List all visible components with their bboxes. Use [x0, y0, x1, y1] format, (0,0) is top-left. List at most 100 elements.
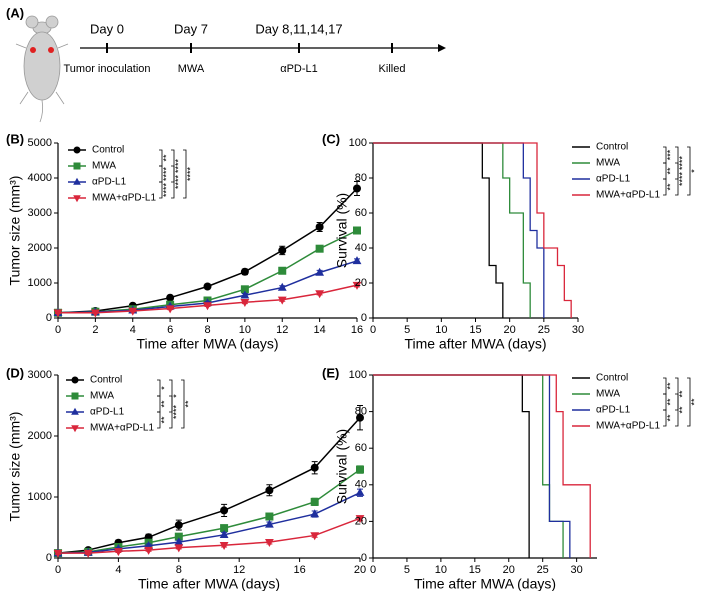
x-axis-title: Time after MWA (days)	[414, 576, 556, 591]
y-tick-label: 0	[361, 552, 367, 564]
marker	[71, 392, 79, 400]
marker	[73, 177, 81, 185]
marker	[315, 290, 325, 299]
y-axis-title: Survival (%)	[334, 429, 350, 504]
significance-label: **	[665, 414, 675, 422]
y-tick-label: 100	[349, 369, 367, 381]
y-tick-label: 60	[355, 207, 367, 219]
x-axis-title: Time after MWA (days)	[138, 576, 280, 591]
x-tick-label: 30	[571, 564, 583, 576]
y-tick-label: 0	[46, 552, 52, 564]
marker	[174, 537, 184, 546]
significance-bracket	[183, 149, 187, 199]
marker	[356, 413, 364, 422]
y-tick-label: 20	[355, 515, 367, 527]
marker	[166, 293, 175, 302]
significance-label: **	[159, 400, 169, 408]
panel-label: (A)	[6, 5, 24, 20]
marker	[71, 425, 79, 433]
x-axis-title: Time after MWA (days)	[404, 336, 546, 352]
significance-bracket	[687, 377, 691, 427]
legend-label: MWA+αPD-L1	[596, 190, 660, 201]
marker	[315, 244, 324, 253]
marker	[352, 281, 362, 290]
significance-label: ****	[171, 405, 181, 420]
x-tick-label: 0	[55, 324, 61, 336]
significance-label: ****	[677, 156, 687, 171]
y-axis-title: Tumor size (mm³)	[7, 412, 23, 522]
marker	[53, 549, 63, 558]
panel-label: (E)	[322, 365, 339, 380]
survival-curve	[373, 374, 564, 558]
significance-label: **	[665, 398, 675, 406]
chart-panel: (B) 0 1000 2000 3000 4000 5000 0 2 4 6 8 10 12 14 16 Tim…	[6, 131, 363, 351]
legend-label: αPD-L1	[596, 405, 631, 416]
marker	[165, 305, 175, 314]
x-tick-label: 25	[538, 324, 550, 336]
x-tick-label: 20	[354, 564, 366, 576]
marker	[265, 512, 274, 521]
y-tick-label: 1000	[28, 277, 52, 289]
significance-label: **	[183, 400, 193, 408]
marker	[71, 407, 79, 415]
survival-curve	[373, 374, 571, 558]
legend-label: MWA+αPD-L1	[90, 423, 154, 434]
y-tick-label: 5000	[28, 137, 52, 149]
legend-label: MWA+αPD-L1	[596, 421, 660, 432]
marker	[356, 465, 364, 474]
marker	[352, 256, 362, 265]
marker	[265, 519, 274, 528]
legend-label: Control	[596, 373, 628, 384]
x-tick-label: 12	[233, 564, 245, 576]
marker	[144, 546, 153, 555]
x-tick-label: 10	[435, 324, 447, 336]
panel-label: (C)	[322, 131, 340, 146]
significance-label: *	[689, 169, 699, 173]
survival-curve	[373, 374, 530, 558]
marker	[174, 544, 184, 553]
marker	[114, 548, 123, 557]
marker	[220, 524, 229, 533]
significance-bracket	[171, 165, 175, 199]
legend-label: MWA	[92, 161, 116, 172]
legend-label: Control	[92, 145, 124, 156]
timeline-day: Day 7	[174, 21, 208, 36]
y-tick-label: 40	[355, 242, 367, 254]
significance-label: ****	[161, 183, 171, 198]
legend-label: αPD-L1	[596, 174, 631, 185]
marker	[240, 267, 249, 276]
x-tick-label: 0	[370, 324, 376, 336]
timeline-label: Tumor inoculation	[63, 63, 151, 75]
marker	[73, 195, 81, 203]
timeline-label: αPD-L1	[280, 63, 318, 75]
significance-label: ****	[173, 175, 183, 190]
chart-panel: (C) 0 20 40 60 80 100 0 5 10 15 20 25 30 Time after MW…	[322, 131, 699, 351]
significance-label: **	[677, 406, 687, 414]
marker	[83, 549, 93, 558]
marker	[128, 307, 138, 316]
x-tick-label: 30	[572, 324, 584, 336]
marker	[277, 296, 287, 305]
x-tick-label: 12	[276, 324, 288, 336]
x-tick-label: 5	[404, 324, 410, 336]
significance-label: ****	[677, 172, 687, 187]
x-tick-label: 20	[503, 564, 515, 576]
significance-label: ****	[185, 167, 195, 182]
marker	[310, 532, 320, 541]
marker	[71, 376, 79, 384]
timeline-day: Day 0	[90, 21, 124, 36]
marker	[240, 299, 250, 308]
marker	[220, 506, 229, 515]
y-tick-label: 80	[355, 406, 367, 418]
y-tick-label: 2000	[28, 242, 52, 254]
marker	[219, 541, 229, 550]
survival-curve	[373, 142, 545, 318]
significance-bracket	[169, 395, 173, 429]
x-tick-label: 20	[504, 324, 516, 336]
marker	[90, 309, 100, 318]
survival-curve	[373, 142, 572, 318]
marker	[265, 486, 274, 495]
y-tick-label: 20	[355, 277, 367, 289]
legend-label: MWA	[596, 389, 620, 400]
y-tick-label: 40	[355, 479, 367, 491]
